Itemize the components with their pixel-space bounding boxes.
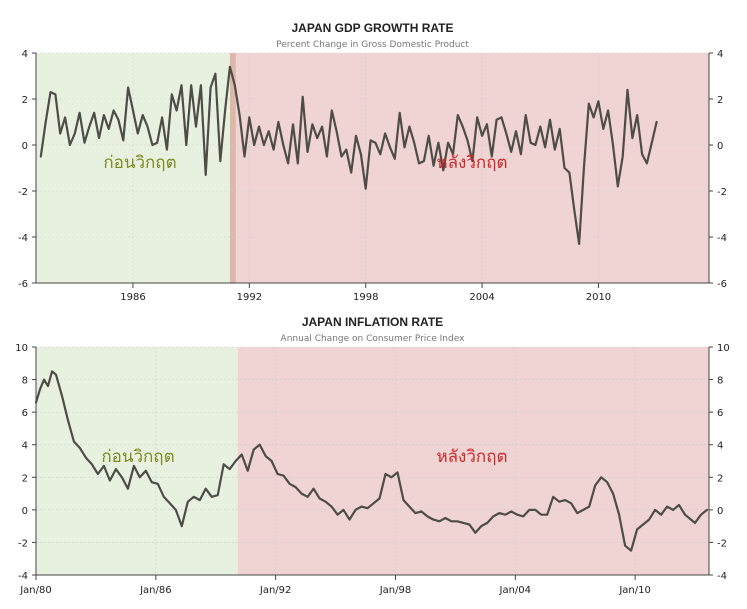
x-tick-label: Jan/98 — [379, 585, 412, 596]
region-after — [233, 53, 709, 283]
x-tick-label: Jan/80 — [19, 585, 52, 596]
y-tick-label-left: 0 — [22, 141, 28, 152]
y-tick-label-right: -6 — [717, 279, 727, 290]
region-label-before: ก่อนวิกฤต — [101, 447, 174, 467]
chart-1: JAPAN GDP GROWTH RATE Percent Change in G… — [18, 21, 727, 303]
x-tick-label: Jan/86 — [139, 585, 172, 596]
x-tick-label: 1992 — [237, 292, 262, 303]
y-tick-label-right: 2 — [717, 473, 723, 484]
y-tick-label-left: -4 — [18, 233, 28, 244]
region-before — [36, 347, 238, 575]
y-tick-label-right: 10 — [717, 343, 730, 354]
y-tick-label-right: 0 — [717, 506, 723, 517]
x-tick-label: Jan/10 — [618, 585, 651, 596]
crisis-marker-band — [229, 53, 236, 283]
y-tick-label-right: 6 — [717, 408, 723, 419]
chart-subtitle: Percent Change in Gross Domestic Product — [276, 40, 469, 50]
y-tick-label-left: 8 — [22, 376, 28, 387]
y-tick-label-left: 0 — [22, 506, 28, 517]
y-tick-label-right: -2 — [717, 187, 727, 198]
y-tick-label-left: -2 — [18, 187, 28, 198]
y-tick-label-right: 4 — [717, 441, 723, 452]
y-tick-label-left: -4 — [18, 571, 28, 582]
region-label-after: หลังวิกฤต — [436, 153, 507, 173]
x-tick-label: Jan/04 — [499, 585, 532, 596]
y-tick-label-left: -2 — [18, 538, 28, 549]
y-tick-label-right: 4 — [717, 49, 723, 60]
y-tick-label-right: 8 — [717, 376, 723, 387]
chart-subtitle: Annual Change on Consumer Price Index — [281, 334, 466, 344]
x-tick-label: 1986 — [120, 292, 145, 303]
y-tick-label-right: 2 — [717, 95, 723, 106]
series-line-1 — [34, 370, 709, 552]
chart-title: JAPAN INFLATION RATE — [302, 315, 443, 329]
x-tick-label: Jan/92 — [259, 585, 292, 596]
y-tick-label-left: 6 — [22, 408, 28, 419]
y-tick-label-right: -2 — [717, 538, 727, 549]
region-label-before: ก่อนวิกฤต — [103, 153, 176, 173]
y-tick-label-right: -4 — [717, 233, 727, 244]
y-tick-label-left: 4 — [22, 49, 28, 60]
region-after — [237, 347, 709, 575]
y-tick-label-left: -6 — [18, 279, 28, 290]
x-tick-label: 1998 — [353, 292, 378, 303]
chart-2: JAPAN INFLATION RATE Annual Change on Con… — [15, 315, 729, 596]
y-tick-label-left: 10 — [15, 343, 28, 354]
y-tick-label-left: 4 — [22, 441, 28, 452]
region-label-after: หลังวิกฤต — [436, 447, 507, 467]
y-tick-label-right: -4 — [717, 571, 727, 582]
series-line-1 — [39, 65, 658, 245]
y-tick-label-left: 2 — [22, 95, 28, 106]
x-tick-label: 2010 — [586, 292, 611, 303]
x-tick-label: 2004 — [469, 292, 494, 303]
chart-title: JAPAN GDP GROWTH RATE — [291, 21, 453, 35]
y-tick-label-left: 2 — [22, 473, 28, 484]
y-tick-label-right: 0 — [717, 141, 723, 152]
